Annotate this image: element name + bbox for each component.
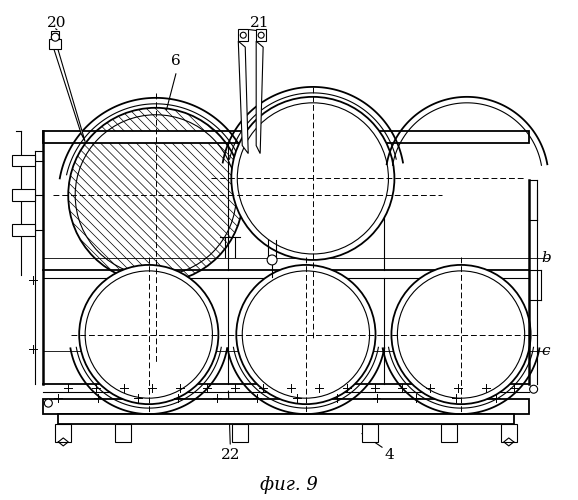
- Polygon shape: [238, 41, 248, 154]
- Bar: [441, 424, 457, 442]
- Circle shape: [236, 265, 376, 404]
- Circle shape: [267, 255, 277, 265]
- Text: b: b: [542, 251, 551, 265]
- Circle shape: [45, 399, 53, 407]
- Text: 22: 22: [221, 448, 240, 462]
- Bar: [12, 224, 35, 236]
- Bar: [232, 424, 248, 442]
- Circle shape: [529, 385, 538, 393]
- Circle shape: [258, 32, 264, 38]
- Bar: [12, 190, 35, 202]
- Bar: [12, 154, 35, 166]
- Bar: [49, 39, 61, 49]
- Bar: [43, 130, 529, 142]
- Bar: [256, 29, 266, 41]
- Circle shape: [240, 32, 246, 38]
- Text: 21: 21: [250, 16, 270, 30]
- Polygon shape: [51, 41, 85, 141]
- Bar: [51, 31, 60, 39]
- Text: 6: 6: [171, 54, 180, 68]
- Circle shape: [231, 97, 394, 260]
- Bar: [115, 424, 131, 442]
- Bar: [58, 414, 514, 424]
- Circle shape: [391, 265, 531, 404]
- Bar: [501, 424, 517, 442]
- Bar: [362, 424, 377, 442]
- Circle shape: [51, 33, 60, 41]
- Bar: [238, 29, 248, 41]
- Polygon shape: [256, 41, 263, 154]
- Circle shape: [79, 265, 218, 404]
- Bar: [55, 424, 71, 442]
- Text: c: c: [542, 344, 550, 358]
- Text: 20: 20: [47, 16, 66, 30]
- Bar: [43, 399, 529, 414]
- Text: фиг. 9: фиг. 9: [260, 476, 318, 494]
- Text: 4: 4: [384, 448, 394, 462]
